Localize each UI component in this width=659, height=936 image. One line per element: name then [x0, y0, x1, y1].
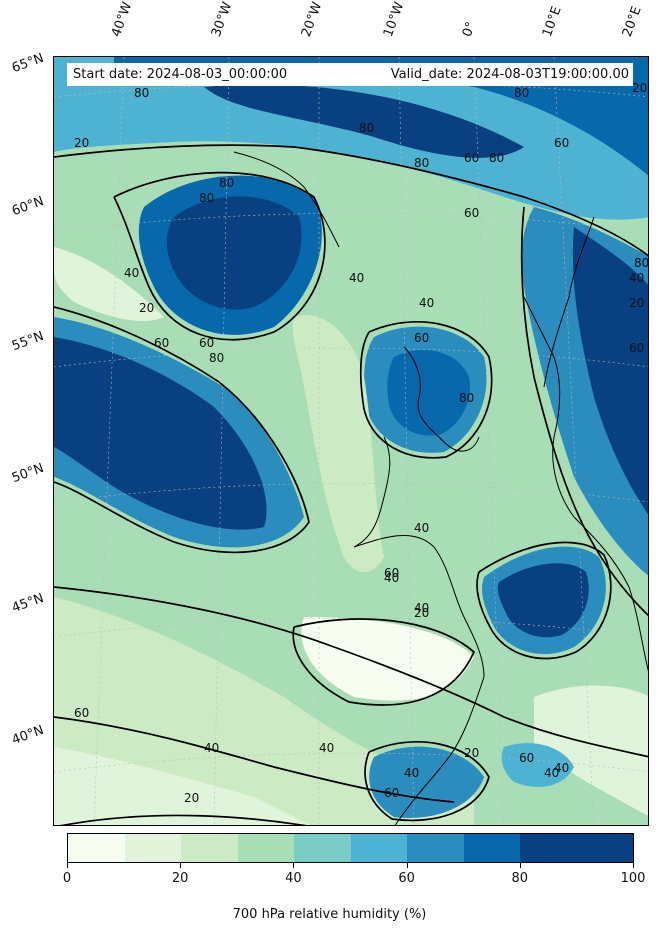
contour-label: 40	[404, 766, 419, 780]
contour-label: 80	[634, 256, 649, 270]
field-southeast-dry	[534, 685, 648, 816]
contour-label: 80	[359, 121, 374, 135]
colorbar-segment-5	[350, 834, 407, 862]
contour-label: 40	[629, 271, 644, 285]
colorbar-tick-5	[633, 863, 634, 868]
valid-date-label: Valid_date: 2024-08-03T19:00:00.00	[390, 67, 629, 82]
lon-label-0: 0°	[459, 19, 480, 39]
contour-label: 40	[414, 521, 429, 535]
lat-label-60n: 60°N	[10, 193, 46, 220]
contour-label: 60	[519, 751, 534, 765]
contour-label: 60	[154, 336, 169, 350]
colorbar-segment-1	[124, 834, 181, 862]
colorbar-segment-3	[237, 834, 294, 862]
field-southwest-dry	[54, 747, 310, 825]
contour-label: 60	[384, 786, 399, 800]
field-west-core	[54, 337, 267, 530]
contour-label: 60	[384, 566, 399, 580]
contour-label: 80	[459, 391, 474, 405]
colorbar-tick-1	[180, 863, 182, 868]
contour-label: 20	[464, 746, 479, 760]
contour-label: 60	[629, 341, 644, 355]
contour-label: 80	[134, 86, 149, 100]
colorbar-segment-6	[407, 834, 464, 862]
contour-label: 60	[554, 136, 569, 150]
lon-label-10w: 10°W	[380, 0, 408, 39]
colorbar	[67, 833, 634, 863]
contour-label: 40	[124, 266, 139, 280]
contour-label: 40	[554, 761, 569, 775]
contour-label: 20	[629, 296, 644, 310]
colorbar-tick-label-5: 100	[620, 871, 646, 886]
contour-label: 80	[209, 351, 224, 365]
contour-label: 40	[384, 571, 399, 585]
contour-label: 40	[544, 766, 559, 780]
colorbar-segment-9	[576, 834, 633, 862]
lon-label-30w: 30°W	[208, 0, 236, 39]
lat-label-45n: 45°N	[10, 590, 46, 617]
contour-label: 80	[199, 191, 214, 205]
contour-lines	[54, 144, 648, 825]
contour-label: 60	[464, 206, 479, 220]
lat-label-55n: 55°N	[10, 328, 46, 355]
coastlines	[233, 151, 648, 825]
lat-label-40n: 40°N	[10, 722, 46, 749]
colorbar-segment-7	[463, 834, 520, 862]
contour-label: 40	[419, 296, 434, 310]
contour-label: 40	[349, 271, 364, 285]
contour-label: 60	[74, 706, 89, 720]
colorbar-segment-8	[520, 834, 577, 862]
lon-label-40w: 40°W	[108, 0, 136, 39]
contour-label: 80	[219, 176, 234, 190]
contour-label: 40	[319, 741, 334, 755]
contour-label: 80	[414, 156, 429, 170]
contour-label: 60	[414, 331, 429, 345]
contour-label: 20	[139, 301, 154, 315]
colorbar-segment-2	[181, 834, 238, 862]
field-nw-swirl-core	[166, 196, 302, 310]
colorbar-tick-label-1: 20	[171, 871, 189, 886]
contour-label: 20	[632, 81, 647, 95]
contour-label: 20	[74, 136, 89, 150]
colorbar-tick-2	[293, 863, 295, 868]
start-date-label: Start date: 2024-08-03_00:00:00	[73, 67, 288, 82]
colorbar-tick-label-2: 40	[285, 871, 302, 886]
colorbar-tick-label-4: 80	[511, 871, 529, 886]
lon-label-10e: 10°E	[539, 4, 565, 40]
lat-label-50n: 50°N	[10, 460, 46, 487]
lon-label-20e: 20°E	[619, 4, 645, 40]
colorbar-tick-0	[67, 863, 68, 868]
field-south-light	[54, 597, 474, 825]
colorbar-tick-label-3: 60	[398, 871, 415, 886]
lat-label-65n: 65°N	[10, 50, 46, 77]
contour-label: 80	[514, 86, 529, 100]
field-central-europe-core	[497, 563, 589, 638]
field-central-dry	[301, 617, 474, 701]
field-north-band	[54, 57, 648, 220]
contour-label: 40	[204, 741, 219, 755]
lon-label-20w: 20°W	[298, 0, 326, 39]
field-west-dry-tongue	[54, 247, 164, 322]
colorbar-label: 700 hPa relative humidity (%)	[232, 907, 427, 922]
colorbar-tick-3	[406, 863, 408, 868]
contour-label: 60	[199, 336, 214, 350]
colorbar-segment-0	[68, 834, 125, 862]
map-plot-area: 80 80 80 60 80 60 20 80 80 40 20 60 60 80 40 40 60 80 80 20…	[53, 56, 649, 826]
colorbar-tick-4	[519, 863, 521, 868]
contour-label: 80	[489, 151, 504, 165]
field-british-isles-core	[387, 349, 470, 436]
contour-label: 20	[184, 791, 199, 805]
field-med-blob-1	[369, 746, 484, 818]
colorbar-tick-label-0: 0	[62, 871, 72, 886]
field-north-core	[204, 84, 524, 158]
contour-label: 40	[414, 601, 429, 615]
field-med-blob-2	[501, 743, 574, 787]
contour-label: 60	[464, 151, 479, 165]
colorbar-segment-4	[294, 834, 351, 862]
field-scandinavia-core	[572, 227, 648, 515]
date-header: Start date: 2024-08-03_00:00:00 Valid_da…	[67, 63, 633, 86]
contour-label: 20	[414, 606, 429, 620]
